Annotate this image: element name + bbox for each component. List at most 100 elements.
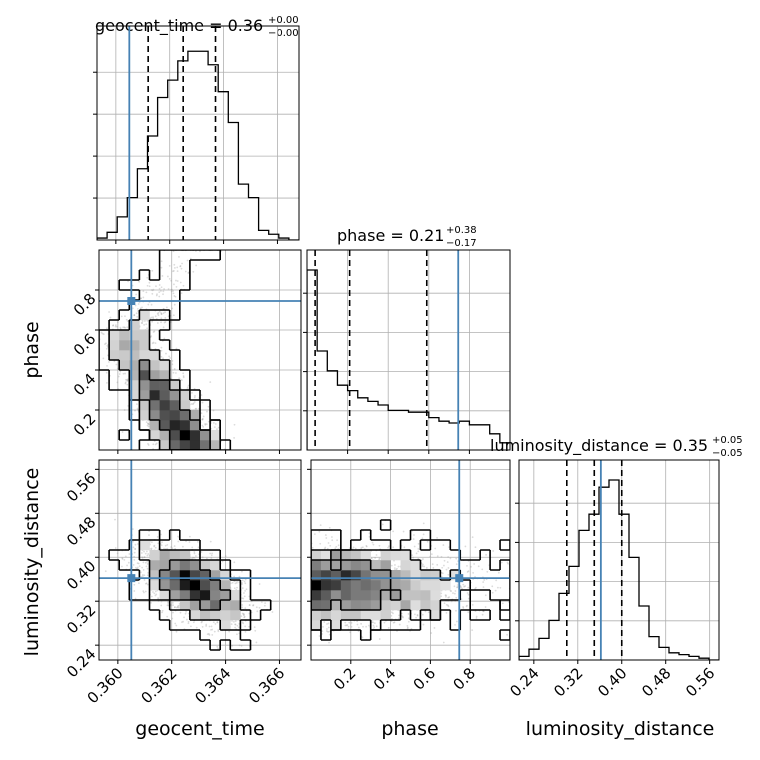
sample-point [182, 284, 185, 287]
sample-point [241, 579, 244, 582]
sample-point [254, 629, 257, 632]
density-cell [129, 340, 140, 351]
sample-point [150, 335, 153, 338]
phase-hist-step [307, 269, 510, 450]
sample-point [101, 332, 104, 335]
sample-point [121, 431, 124, 433]
sample-point [189, 625, 192, 628]
sample-point [217, 426, 220, 429]
density-cell [149, 380, 160, 391]
sample-point [258, 606, 261, 609]
sample-point [238, 575, 241, 578]
sample-point [138, 565, 141, 568]
density-cell [139, 380, 150, 391]
sample-point [126, 383, 129, 386]
geocent_time-hist-bin [238, 184, 248, 240]
sample-point [201, 401, 204, 404]
sample-point [209, 540, 212, 543]
sample-point [211, 552, 214, 555]
histogram-phase [303, 249, 511, 454]
sample-point [157, 597, 159, 599]
density-cell [189, 440, 201, 450]
sample-point [200, 621, 203, 624]
sample-point [112, 324, 114, 327]
sample-point [124, 555, 127, 558]
sample-point [187, 622, 190, 625]
sample-point [233, 561, 236, 564]
sample-point [151, 342, 154, 345]
sample-point [252, 604, 254, 607]
sample-point [189, 257, 192, 260]
truth-marker [127, 297, 136, 305]
sample-point [224, 555, 227, 557]
sample-point [170, 279, 172, 282]
sample-point [177, 606, 180, 609]
sample-point [230, 623, 233, 626]
sample-point [100, 331, 103, 334]
sample-point [146, 319, 149, 322]
sample-point [244, 625, 247, 628]
sample-point [204, 422, 207, 425]
sample-point [134, 543, 137, 546]
sample-point [170, 288, 173, 291]
sample-point [174, 606, 176, 609]
sample-point [136, 403, 138, 406]
sample-point [241, 604, 244, 606]
density-cell [159, 400, 170, 411]
sample-point [241, 612, 244, 615]
sample-point [152, 341, 155, 344]
sample-point [172, 250, 175, 253]
sample-point [140, 297, 142, 300]
sample-point [150, 316, 153, 319]
sample-point [164, 321, 167, 323]
phase-hist-bin [469, 425, 479, 450]
sample-point [177, 535, 180, 538]
sample-point [245, 588, 248, 591]
contour-line [108, 309, 221, 450]
sample-point [127, 378, 129, 381]
sample-point [231, 644, 233, 647]
sample-point [184, 270, 187, 273]
sample-point [201, 418, 204, 421]
sample-point [177, 540, 180, 543]
sample-point [118, 373, 121, 375]
sample-point [138, 280, 141, 283]
sample-point [151, 320, 153, 323]
sample-point [178, 604, 180, 607]
density-cell [109, 340, 120, 351]
sample-point [192, 556, 194, 559]
sample-point [143, 320, 146, 322]
sample-point [149, 347, 152, 350]
sample-point [141, 556, 144, 559]
density-cell [129, 320, 140, 331]
sample-point [258, 583, 261, 585]
geocent_time-hist-bin [148, 136, 158, 240]
sample-point [248, 604, 251, 607]
sample-point [146, 574, 149, 577]
sample-point [170, 546, 173, 548]
density-cell [189, 420, 201, 431]
sample-point [172, 371, 175, 374]
sample-point [140, 575, 142, 578]
sample-point [207, 632, 210, 635]
sample-point [231, 581, 234, 584]
sample-point [152, 317, 155, 320]
density-cell [159, 390, 170, 401]
sample-point [133, 590, 136, 592]
sample-point [156, 293, 158, 296]
sample-point [233, 575, 236, 578]
sample-point [161, 275, 164, 277]
sample-point [232, 620, 235, 623]
sample-point [243, 595, 246, 598]
sample-point [123, 409, 126, 411]
sample-point [153, 544, 156, 547]
sample-point [238, 626, 240, 629]
sample-point [146, 583, 149, 586]
sample-point [119, 326, 122, 329]
geocent_time-hist-bin [188, 51, 198, 240]
sample-point [160, 355, 163, 358]
sample-point [187, 384, 190, 387]
sample-point [102, 357, 105, 360]
sample-point [175, 630, 178, 633]
